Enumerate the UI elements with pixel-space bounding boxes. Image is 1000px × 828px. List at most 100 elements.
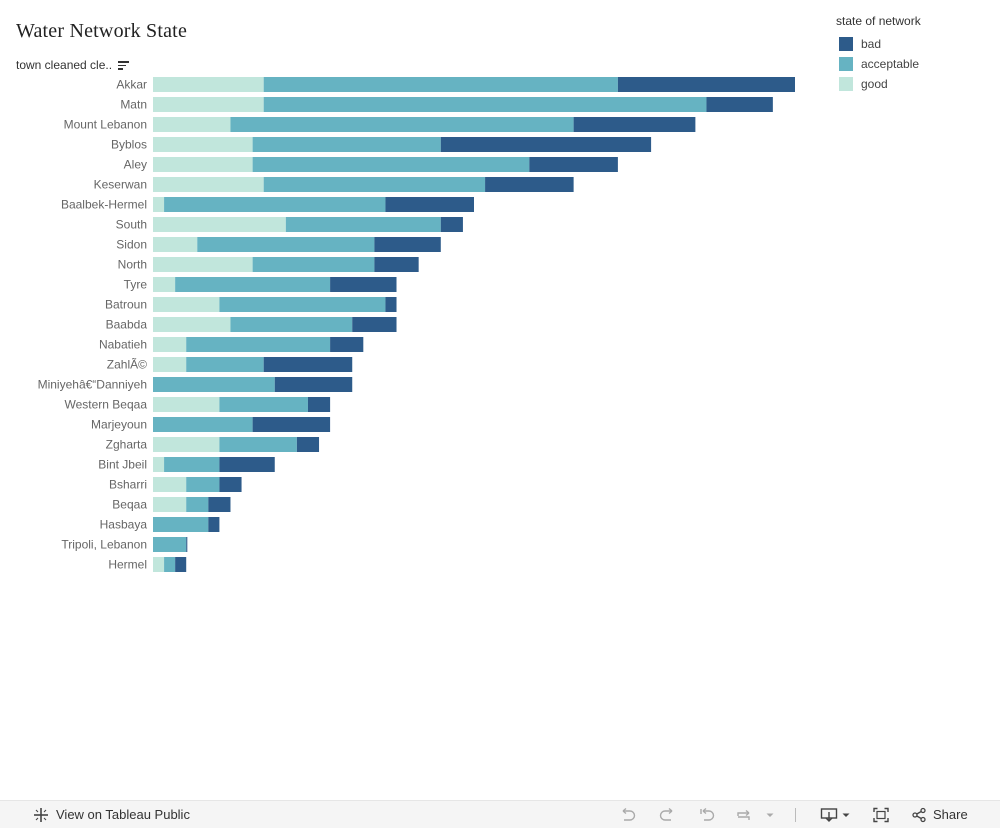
bar-good[interactable] xyxy=(153,217,286,232)
bar-good[interactable] xyxy=(153,257,253,272)
bar-bad[interactable] xyxy=(296,437,320,452)
bar-bad[interactable] xyxy=(175,557,187,572)
bar-bad[interactable] xyxy=(374,257,419,272)
redo-button[interactable] xyxy=(658,801,676,828)
bar-acceptable[interactable] xyxy=(164,557,176,572)
bar-acceptable[interactable] xyxy=(219,297,386,312)
bar-good[interactable] xyxy=(153,97,264,112)
bar-good[interactable] xyxy=(153,157,253,172)
bar-good[interactable] xyxy=(153,297,220,312)
category-label[interactable]: Tripoli, Lebanon xyxy=(61,538,147,552)
bar-good[interactable] xyxy=(153,177,264,192)
bar-bad[interactable] xyxy=(186,537,188,552)
revert-button[interactable] xyxy=(698,801,716,828)
refresh-button[interactable] xyxy=(735,801,753,828)
category-label[interactable]: Marjeyoun xyxy=(91,418,147,432)
bar-acceptable[interactable] xyxy=(285,217,441,232)
bar-good[interactable] xyxy=(153,197,165,212)
category-label[interactable]: North xyxy=(118,258,147,272)
bar-acceptable[interactable] xyxy=(153,377,275,392)
category-label[interactable]: Western Beqaa xyxy=(65,398,148,412)
bar-acceptable[interactable] xyxy=(263,177,486,192)
category-label[interactable]: Miniyehâ€“Danniyeh xyxy=(38,378,147,392)
category-label[interactable]: Akkar xyxy=(116,78,147,92)
bar-bad[interactable] xyxy=(330,337,364,352)
bar-good[interactable] xyxy=(153,237,198,252)
bar-bad[interactable] xyxy=(208,517,220,532)
bar-bad[interactable] xyxy=(263,357,353,372)
bar-bad[interactable] xyxy=(330,277,397,292)
category-label[interactable]: Sidon xyxy=(116,238,147,252)
bar-acceptable[interactable] xyxy=(252,257,375,272)
bar-bad[interactable] xyxy=(219,477,242,492)
bar-acceptable[interactable] xyxy=(252,137,441,152)
bar-bad[interactable] xyxy=(385,297,397,312)
bar-acceptable[interactable] xyxy=(186,357,264,372)
category-label[interactable]: Mount Lebanon xyxy=(64,118,147,132)
category-label[interactable]: ZahlÃ© xyxy=(107,358,147,372)
bar-bad[interactable] xyxy=(440,217,463,232)
view-on-tableau-public-link[interactable]: View on Tableau Public xyxy=(33,801,190,828)
category-label[interactable]: Baalbek-Hermel xyxy=(61,198,147,212)
bar-acceptable[interactable] xyxy=(186,477,220,492)
bar-bad[interactable] xyxy=(252,417,331,432)
bar-bad[interactable] xyxy=(706,97,773,112)
bar-acceptable[interactable] xyxy=(263,77,618,92)
bar-acceptable[interactable] xyxy=(164,457,220,472)
bar-acceptable[interactable] xyxy=(153,537,187,552)
legend-item-bad[interactable]: bad xyxy=(836,34,921,54)
category-label[interactable]: Batroun xyxy=(105,298,147,312)
bar-good[interactable] xyxy=(153,137,253,152)
bar-acceptable[interactable] xyxy=(197,237,375,252)
bar-bad[interactable] xyxy=(274,377,353,392)
bar-bad[interactable] xyxy=(440,137,652,152)
row-field-header[interactable]: town cleaned cle.. xyxy=(16,58,130,72)
bar-acceptable[interactable] xyxy=(230,317,353,332)
legend-item-acceptable[interactable]: acceptable xyxy=(836,54,921,74)
bar-good[interactable] xyxy=(153,397,220,412)
category-label[interactable]: Hasbaya xyxy=(100,518,148,532)
sort-descending-icon[interactable] xyxy=(118,60,130,70)
legend-item-good[interactable]: good xyxy=(836,74,921,94)
bar-acceptable[interactable] xyxy=(153,417,253,432)
bar-acceptable[interactable] xyxy=(186,497,209,512)
bar-good[interactable] xyxy=(153,357,187,372)
bar-acceptable[interactable] xyxy=(153,517,209,532)
bar-bad[interactable] xyxy=(617,77,795,92)
category-label[interactable]: Zgharta xyxy=(106,438,148,452)
category-label[interactable]: Aley xyxy=(124,158,147,172)
bar-acceptable[interactable] xyxy=(230,117,574,132)
bar-good[interactable] xyxy=(153,477,187,492)
bar-acceptable[interactable] xyxy=(164,197,386,212)
category-label[interactable]: Tyre xyxy=(124,278,148,292)
category-label[interactable]: Byblos xyxy=(111,138,147,152)
refresh-dropdown[interactable] xyxy=(765,801,775,828)
bar-good[interactable] xyxy=(153,77,264,92)
undo-button[interactable] xyxy=(619,801,637,828)
bar-acceptable[interactable] xyxy=(175,277,331,292)
bar-good[interactable] xyxy=(153,497,187,512)
bar-good[interactable] xyxy=(153,337,187,352)
category-label[interactable]: Matn xyxy=(120,98,147,112)
category-label[interactable]: Bsharri xyxy=(109,478,147,492)
share-button[interactable]: Share xyxy=(911,801,968,828)
download-button[interactable] xyxy=(820,801,851,828)
bar-good[interactable] xyxy=(153,317,231,332)
category-label[interactable]: Nabatieh xyxy=(99,338,147,352)
bar-acceptable[interactable] xyxy=(252,157,530,172)
bar-bad[interactable] xyxy=(529,157,618,172)
category-label[interactable]: Beqaa xyxy=(112,498,147,512)
category-label[interactable]: Bint Jbeil xyxy=(98,458,147,472)
category-label[interactable]: Baabda xyxy=(106,318,148,332)
category-label[interactable]: South xyxy=(116,218,147,232)
bar-bad[interactable] xyxy=(219,457,275,472)
bar-good[interactable] xyxy=(153,557,165,572)
bar-acceptable[interactable] xyxy=(263,97,707,112)
bar-bad[interactable] xyxy=(374,237,441,252)
bar-good[interactable] xyxy=(153,457,165,472)
bar-bad[interactable] xyxy=(352,317,397,332)
bar-bad[interactable] xyxy=(208,497,231,512)
bar-bad[interactable] xyxy=(385,197,474,212)
bar-bad[interactable] xyxy=(573,117,696,132)
bar-good[interactable] xyxy=(153,277,176,292)
